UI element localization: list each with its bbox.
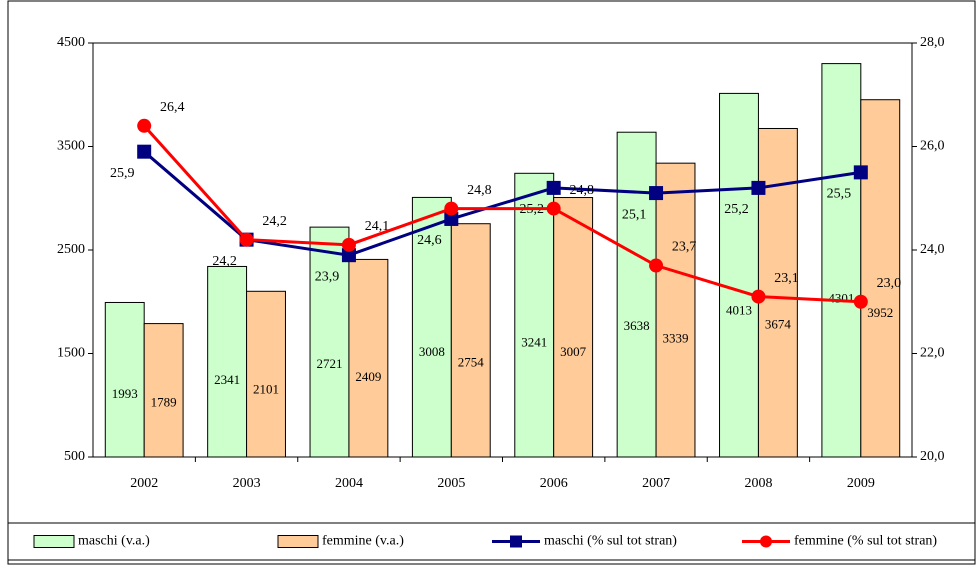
bar-label: 1993 (112, 386, 138, 401)
bar (719, 92, 759, 458)
x-tick-label: 2007 (642, 476, 670, 491)
bar-label: 3008 (419, 344, 445, 359)
bar-label: 3241 (521, 335, 547, 350)
bar-label: 2754 (458, 355, 485, 370)
bar-label: 2341 (214, 372, 240, 387)
legend-label: femmine (% sul tot stran) (794, 534, 937, 549)
marker (546, 201, 561, 216)
bar (450, 223, 491, 458)
marker (137, 118, 152, 133)
data-label: 24,8 (467, 183, 492, 198)
bar-label: 2409 (355, 369, 381, 384)
y-tick-label: 4500 (57, 35, 85, 50)
marker (341, 237, 356, 252)
data-label: 23,1 (774, 271, 799, 286)
bar-label: 2101 (253, 382, 279, 397)
y2-tick-label: 26,0 (920, 139, 945, 154)
bar-label: 3952 (867, 305, 893, 320)
data-label: 24,2 (262, 214, 287, 229)
y2-tick-label: 24,0 (920, 242, 945, 257)
marker (546, 180, 561, 195)
data-label: 25,2 (724, 202, 749, 217)
marker (239, 232, 254, 247)
bar-label: 3339 (663, 330, 689, 345)
legend-marker (510, 535, 522, 548)
x-tick-label: 2004 (335, 476, 363, 491)
legend-label: maschi (v.a.) (78, 534, 150, 549)
legend-marker (760, 535, 772, 548)
y2-tick-label: 28,0 (920, 35, 945, 50)
bar (309, 226, 350, 458)
data-label: 24,2 (212, 254, 237, 269)
x-tick-label: 2008 (744, 476, 772, 491)
legend-swatch (33, 535, 75, 548)
data-label: 23,0 (877, 276, 902, 291)
x-tick-label: 2003 (233, 476, 261, 491)
x-tick-label: 2005 (437, 476, 465, 491)
bar-label: 2721 (316, 356, 342, 371)
y-tick-label: 500 (64, 449, 85, 464)
bar-label: 4013 (726, 303, 752, 318)
bar-label: 3674 (765, 317, 792, 332)
bar (821, 63, 862, 458)
y-tick-label: 2500 (57, 242, 85, 257)
y-tick-label: 3500 (57, 139, 85, 154)
marker (751, 289, 766, 304)
legend-swatch (277, 535, 319, 548)
bar (348, 258, 389, 458)
x-tick-label: 2002 (130, 476, 158, 491)
x-tick-label: 2006 (540, 476, 568, 491)
data-label: 24,8 (569, 183, 594, 198)
data-label: 23,9 (315, 269, 340, 284)
data-label: 25,1 (622, 207, 647, 222)
y-tick-label: 1500 (57, 346, 85, 361)
marker (853, 294, 868, 309)
data-label: 23,7 (672, 240, 697, 255)
x-tick-label: 2009 (847, 476, 875, 491)
data-label: 25,5 (827, 187, 852, 202)
marker (649, 186, 664, 201)
bar-label: 3007 (560, 344, 587, 359)
data-label: 24,1 (365, 219, 390, 234)
data-label: 26,4 (160, 100, 185, 115)
line (143, 124, 861, 304)
bar (104, 301, 145, 458)
y2-tick-label: 22,0 (920, 346, 945, 361)
bar-label: 4301 (828, 291, 854, 306)
marker (649, 258, 664, 273)
data-label: 25,9 (110, 166, 135, 181)
marker (853, 165, 868, 180)
line (143, 150, 862, 257)
bar (860, 99, 901, 458)
bar (143, 323, 184, 458)
bar (553, 197, 594, 458)
legend-box (7, 522, 976, 561)
marker (341, 248, 356, 263)
marker (444, 211, 459, 226)
marker (751, 180, 766, 195)
marker (444, 201, 459, 216)
y2-tick-label: 20,0 (920, 449, 945, 464)
data-label: 24,6 (417, 233, 442, 248)
bar (246, 290, 286, 458)
bar (616, 131, 657, 458)
legend-label: femmine (v.a.) (322, 534, 404, 549)
bar (207, 265, 248, 458)
marker (137, 144, 152, 159)
bar (655, 162, 696, 458)
bar-label: 3638 (624, 318, 650, 333)
bar-label: 1789 (151, 395, 177, 410)
legend-label: maschi (% sul tot stran) (544, 534, 677, 549)
